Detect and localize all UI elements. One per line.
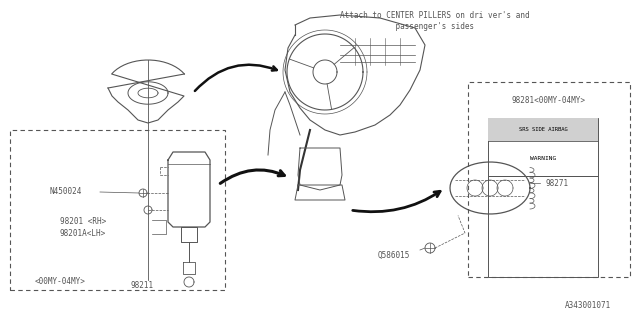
Text: A343001071: A343001071 bbox=[565, 301, 611, 310]
Bar bbox=[488, 118, 598, 176]
Text: passenger's sides: passenger's sides bbox=[340, 21, 474, 30]
Text: WARNING: WARNING bbox=[530, 156, 556, 161]
Text: <00MY-04MY>: <00MY-04MY> bbox=[35, 277, 86, 286]
Text: SRS SIDE AIRBAG: SRS SIDE AIRBAG bbox=[518, 127, 568, 132]
Bar bbox=[468, 82, 630, 277]
Bar bbox=[488, 118, 598, 141]
Text: Attach to CENTER PILLERS on dri ver's and: Attach to CENTER PILLERS on dri ver's an… bbox=[340, 11, 530, 20]
Text: 98281<00MY-04MY>: 98281<00MY-04MY> bbox=[512, 95, 586, 105]
Text: N450024: N450024 bbox=[50, 188, 83, 196]
Text: 98271: 98271 bbox=[545, 179, 568, 188]
Text: 98211: 98211 bbox=[131, 282, 154, 291]
Text: Q586015: Q586015 bbox=[378, 251, 410, 260]
Bar bbox=[10, 130, 225, 290]
Bar bbox=[488, 176, 598, 277]
Text: 98201 <RH>: 98201 <RH> bbox=[60, 218, 106, 227]
Text: 98201A<LH>: 98201A<LH> bbox=[60, 229, 106, 238]
